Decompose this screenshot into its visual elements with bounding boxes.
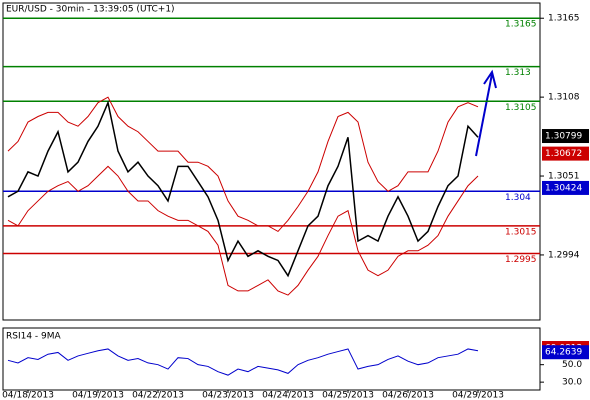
chart-title: EUR/USD - 30min - 13:39:05 (UTC+1) xyxy=(6,5,175,15)
price-marker xyxy=(542,146,589,161)
x-tick-label: 04/18/2013 xyxy=(2,391,54,400)
x-tick-label: 04/23/2013 xyxy=(202,391,254,400)
x-tick-label: 04/25/2013 xyxy=(322,391,374,400)
x-tick-label: 04/26/2013 xyxy=(382,391,434,400)
price-marker-label: 1.30799 xyxy=(545,132,582,142)
y-tick-label: 1.3051 xyxy=(548,172,580,182)
y-tick-label: 1.3165 xyxy=(548,14,580,24)
rsi-marker-label: 64.2639 xyxy=(545,348,582,358)
level-label: 1.3165 xyxy=(505,20,537,30)
price-panel xyxy=(2,2,541,321)
series-line xyxy=(7,100,479,278)
x-tick-label: 04/19/2013 xyxy=(72,391,124,400)
level-label: 1.304 xyxy=(505,193,531,203)
price-marker xyxy=(542,129,589,144)
level-label: 1.3105 xyxy=(505,103,537,113)
rsi-title: RSI14 - 9MA xyxy=(6,332,62,342)
price-marker xyxy=(542,180,589,195)
x-tick-label: 04/29/2013 xyxy=(452,391,504,400)
arrow xyxy=(475,69,497,157)
y-tick-label: 1.2994 xyxy=(548,250,580,260)
y-tick-label: 1.3108 xyxy=(548,93,580,103)
rsi-tick-label: 30.0 xyxy=(562,378,582,388)
price-marker-label: 1.30424 xyxy=(545,183,582,193)
rsi-tick-label: 50.0 xyxy=(562,360,582,370)
level-label: 1.3015 xyxy=(505,227,537,237)
x-tick-label: 04/22/2013 xyxy=(132,391,184,400)
x-tick-label: 04/24/2013 xyxy=(262,391,314,400)
level-label: 1.2995 xyxy=(505,255,537,265)
rsi-panel xyxy=(2,327,541,391)
rsi-marker xyxy=(542,345,589,360)
series-line xyxy=(7,96,479,233)
series-line xyxy=(7,165,479,296)
price-marker-label: 1.30672 xyxy=(545,149,582,159)
level-label: 1.313 xyxy=(505,68,531,78)
rsi-line xyxy=(7,348,479,376)
